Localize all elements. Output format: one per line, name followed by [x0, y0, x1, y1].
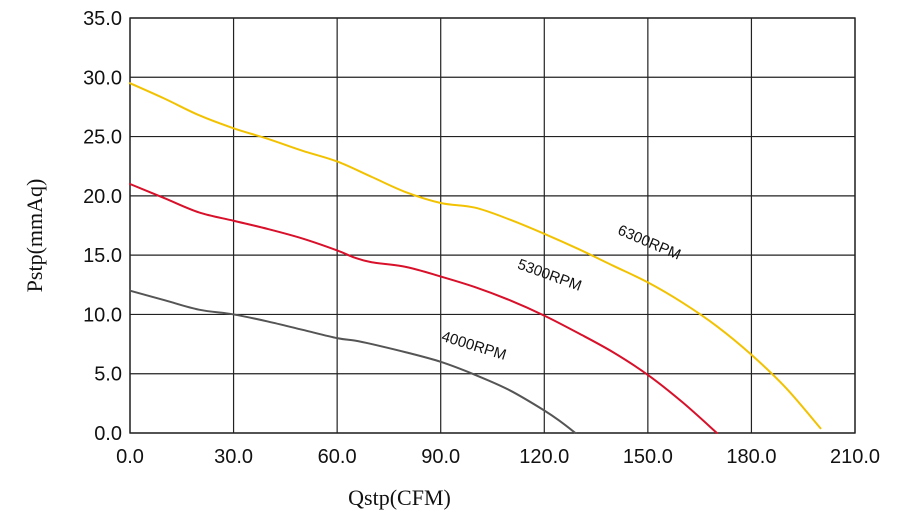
series-label-4000rpm: 4000RPM [440, 328, 509, 364]
y-axis-title: Pstp(mmAq) [22, 179, 47, 293]
y-tick-label: 10.0 [83, 304, 122, 326]
y-tick-label: 15.0 [83, 245, 122, 267]
series-line-5300rpm [129, 183, 718, 434]
y-tick-label: 0.0 [94, 423, 122, 445]
y-tick-label: 35.0 [83, 8, 122, 30]
y-tick-label: 25.0 [83, 127, 122, 149]
x-tick-label: 60.0 [318, 446, 357, 468]
y-tick-label: 5.0 [94, 364, 122, 386]
x-tick-label: 30.0 [214, 446, 253, 468]
series-label-6300rpm: 6300RPM [615, 222, 683, 264]
x-tick-label: 210.0 [830, 446, 880, 468]
x-tick-label: 0.0 [116, 446, 144, 468]
axis-ticks: 0.0 30.0 60.0 90.0 120.0 150.0 180.0 210.0 0.0 5.… [83, 8, 880, 468]
y-tick-label: 20.0 [83, 186, 122, 208]
grid [129, 17, 856, 434]
x-tick-label: 150.0 [623, 446, 673, 468]
x-tick-label: 120.0 [519, 446, 569, 468]
series-line-6300rpm [129, 82, 822, 430]
series-line-4000rpm [129, 289, 577, 434]
y-tick-label: 30.0 [83, 67, 122, 89]
x-axis-title: Qstp(CFM) [348, 485, 451, 510]
x-tick-label: 180.0 [726, 446, 776, 468]
series-lines [129, 82, 822, 434]
series-label-5300rpm: 5300RPM [515, 256, 583, 295]
x-tick-label: 90.0 [421, 446, 460, 468]
plot-frame [129, 17, 856, 434]
